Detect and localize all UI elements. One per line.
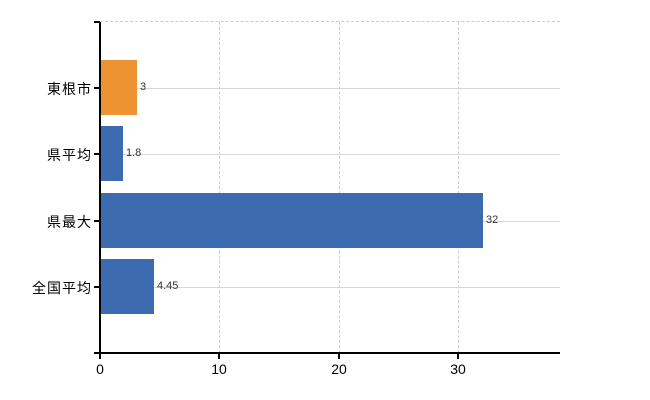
value-label: 1.8 bbox=[126, 147, 142, 159]
category-label: 全国平均 bbox=[32, 280, 92, 296]
value-label: 3 bbox=[140, 81, 147, 93]
x-axis-tick bbox=[338, 353, 340, 359]
gridline-vertical bbox=[458, 22, 459, 353]
y-axis-tick bbox=[94, 87, 100, 89]
category-label: 東根市 bbox=[47, 81, 92, 97]
gridline-vertical bbox=[339, 22, 340, 353]
bar bbox=[101, 60, 137, 115]
x-axis-tick bbox=[218, 353, 220, 359]
bar bbox=[101, 259, 154, 314]
x-tick-label: 30 bbox=[450, 361, 466, 377]
y-axis bbox=[99, 22, 101, 358]
bar bbox=[101, 193, 483, 248]
gridline-horizontal bbox=[100, 154, 560, 155]
category-label: 県最大 bbox=[47, 214, 92, 230]
gridline-vertical bbox=[219, 22, 220, 353]
value-label: 32 bbox=[486, 214, 499, 226]
y-axis-tick bbox=[94, 153, 100, 155]
y-axis-tick bbox=[94, 220, 100, 222]
x-tick-label: 10 bbox=[211, 361, 227, 377]
gridline-horizontal bbox=[100, 88, 560, 89]
y-axis-tick bbox=[94, 21, 100, 23]
x-axis-tick bbox=[457, 353, 459, 359]
gridline-horizontal bbox=[100, 287, 560, 288]
x-axis-tick bbox=[99, 353, 101, 359]
y-axis-tick bbox=[94, 286, 100, 288]
x-tick-label: 0 bbox=[96, 361, 104, 377]
plot-top-border bbox=[100, 21, 560, 22]
x-axis bbox=[94, 352, 560, 354]
bar bbox=[101, 126, 123, 181]
value-label: 4.45 bbox=[157, 280, 179, 292]
x-tick-label: 20 bbox=[331, 361, 347, 377]
category-label: 県平均 bbox=[47, 147, 92, 163]
